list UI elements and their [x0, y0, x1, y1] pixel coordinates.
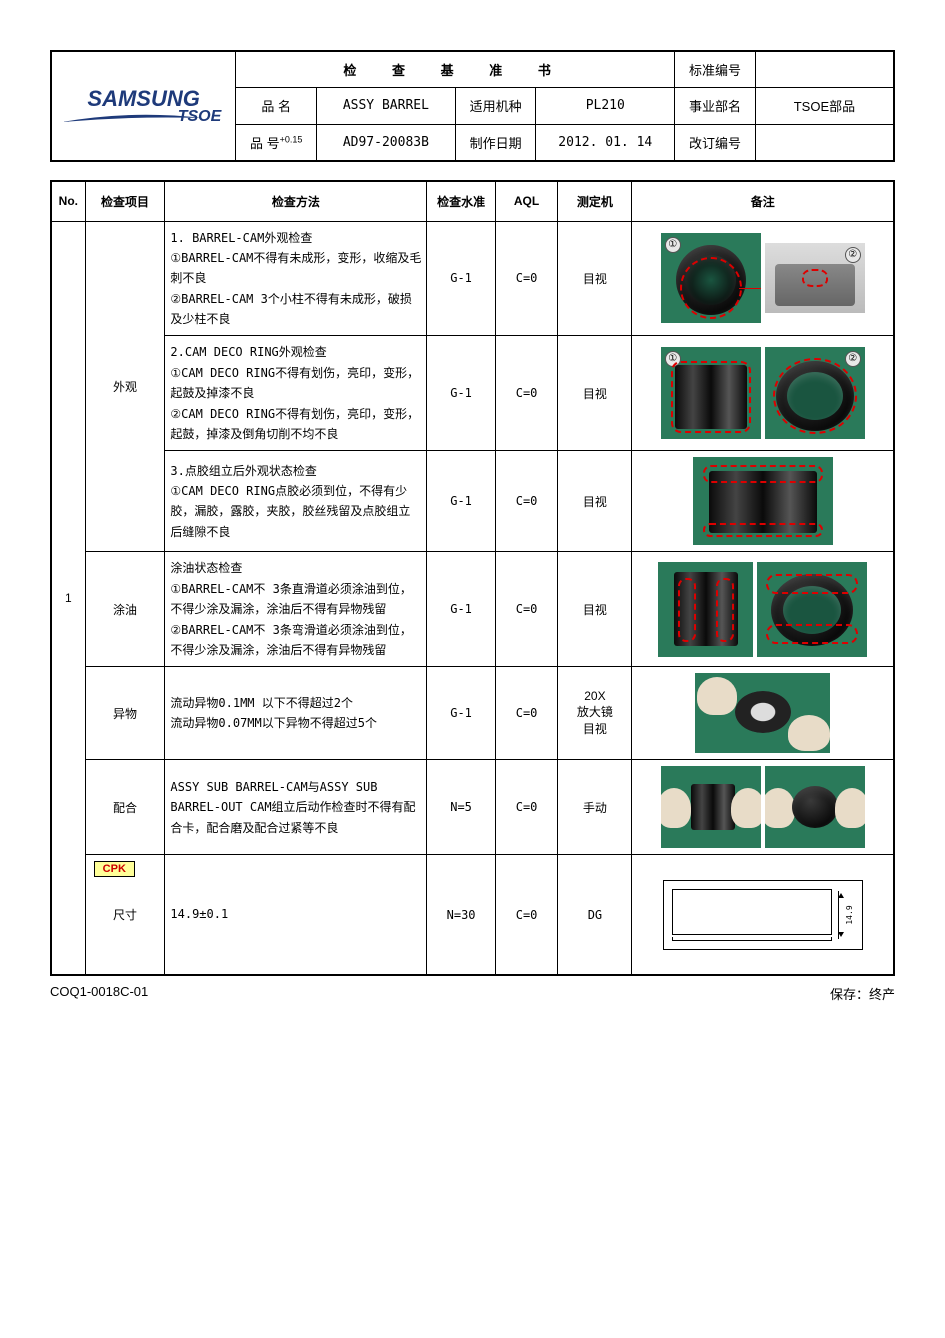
cell-level: G-1: [427, 451, 495, 552]
col-machine: 测定机: [558, 181, 632, 221]
cell-item: 异物: [85, 667, 165, 760]
logo-swoosh-icon: [62, 114, 202, 124]
annotation-2-icon: ②: [845, 351, 861, 367]
cell-aql: C=0: [495, 855, 558, 975]
cell-method: 14.9±0.1: [165, 855, 427, 975]
table-row: 2.CAM DECO RING外观检查①CAM DECO RING不得有划伤，亮…: [51, 336, 894, 451]
photo: [693, 457, 833, 545]
cell-remark: [632, 552, 894, 667]
photo: ①: [661, 347, 761, 439]
cell-remark: 14.9: [632, 855, 894, 975]
cell-machine: 20X放大镜目视: [558, 667, 632, 760]
cell-method: ASSY SUB BARREL-CAM与ASSY SUB BARREL-OUT …: [165, 760, 427, 855]
cell-remark: ① ②: [632, 336, 894, 451]
col-aql: AQL: [495, 181, 558, 221]
cell-remark: [632, 451, 894, 552]
photo: [765, 766, 865, 848]
table-row: 3.点胶组立后外观状态检查①CAM DECO RING点胶必须到位，不得有少胶，…: [51, 451, 894, 552]
cell-item: 涂油: [85, 552, 165, 667]
footer-doc-code: COQ1-0018C-01: [50, 984, 148, 1003]
annotation-1-icon: ①: [665, 237, 681, 253]
std-num: [755, 51, 894, 88]
cell-machine: 目视: [558, 552, 632, 667]
cell-machine: 目视: [558, 221, 632, 336]
cell-machine: 目视: [558, 336, 632, 451]
col-remark: 备注: [632, 181, 894, 221]
col-item: 检查项目: [85, 181, 165, 221]
cell-aql: C=0: [495, 451, 558, 552]
date-label: 制作日期: [455, 124, 536, 161]
logo-cell: SAMSUNG TSOE: [51, 51, 236, 161]
photo: [661, 766, 761, 848]
cell-machine: DG: [558, 855, 632, 975]
table-row: 1 外观 1. BARREL-CAM外观检查①BARREL-CAM不得有未成形，…: [51, 221, 894, 336]
table-row: CPK 尺寸 14.9±0.1 N=30 C=0 DG 14.9: [51, 855, 894, 975]
name-value: ASSY BARREL: [317, 88, 456, 124]
rev-label: 改订编号: [675, 124, 756, 161]
dept-value: TSOE部品: [755, 88, 894, 124]
cell-aql: C=0: [495, 667, 558, 760]
std-num-label: 标准编号: [675, 51, 756, 88]
footer: COQ1-0018C-01 保存：终产: [50, 984, 895, 1003]
table-row: 配合 ASSY SUB BARREL-CAM与ASSY SUB BARREL-O…: [51, 760, 894, 855]
cell-level: G-1: [427, 667, 495, 760]
cell-method: 流动异物0.1MM 以下不得超过2个流动异物0.07MM以下异物不得超过5个: [165, 667, 427, 760]
cell-remark: ① ②: [632, 221, 894, 336]
date-value: 2012. 01. 14: [536, 124, 675, 161]
cell-method: 2.CAM DECO RING外观检查①CAM DECO RING不得有划伤，亮…: [165, 336, 427, 451]
name-label: 品 名: [236, 88, 317, 124]
table-row: 异物 流动异物0.1MM 以下不得超过2个流动异物0.07MM以下异物不得超过5…: [51, 667, 894, 760]
cell-level: G-1: [427, 336, 495, 451]
dimension-drawing: 14.9: [663, 880, 863, 950]
model-label: 适用机种: [455, 88, 536, 124]
cell-no: 1: [51, 221, 85, 975]
cell-level: G-1: [427, 552, 495, 667]
cell-aql: C=0: [495, 221, 558, 336]
photo: [658, 562, 753, 657]
cell-method: 3.点胶组立后外观状态检查①CAM DECO RING点胶必须到位，不得有少胶，…: [165, 451, 427, 552]
photo: ①: [661, 233, 761, 323]
cell-level: G-1: [427, 221, 495, 336]
cell-item: CPK 尺寸: [85, 855, 165, 975]
cell-level: N=30: [427, 855, 495, 975]
photo: [757, 562, 867, 657]
photo: ②: [765, 243, 865, 313]
cell-item: 外观: [85, 221, 165, 552]
table-header-row: No. 检查项目 检查方法 检查水准 AQL 测定机 备注: [51, 181, 894, 221]
cell-aql: C=0: [495, 760, 558, 855]
item-text: 尺寸: [113, 908, 137, 922]
rev-value: [755, 124, 894, 161]
cell-remark: [632, 760, 894, 855]
partno-sup: +0.15: [280, 134, 303, 144]
partno-label: 品 号+0.15: [236, 124, 317, 161]
col-level: 检查水准: [427, 181, 495, 221]
cell-aql: C=0: [495, 552, 558, 667]
col-no: No.: [51, 181, 85, 221]
annotation-2-icon: ②: [845, 247, 861, 263]
footer-retention: 保存：终产: [830, 984, 895, 1003]
photo: [695, 673, 830, 753]
cell-method: 涂油状态检查①BARREL-CAM不 3条直滑道必须涂油到位，不得少涂及漏涂，涂…: [165, 552, 427, 667]
cell-item: 配合: [85, 760, 165, 855]
partno-value: AD97-20083B: [317, 124, 456, 161]
inspection-table: No. 检查项目 检查方法 检查水准 AQL 测定机 备注 1 外观 1. BA…: [50, 180, 895, 976]
photo: ②: [765, 347, 865, 439]
cell-machine: 手动: [558, 760, 632, 855]
cell-aql: C=0: [495, 336, 558, 451]
partno-label-text: 品 号: [250, 136, 280, 151]
dept-label: 事业部名: [675, 88, 756, 124]
cell-machine: 目视: [558, 451, 632, 552]
cpk-badge: CPK: [94, 861, 135, 877]
cell-remark: [632, 667, 894, 760]
table-row: 涂油 涂油状态检查①BARREL-CAM不 3条直滑道必须涂油到位，不得少涂及漏…: [51, 552, 894, 667]
cell-method: 1. BARREL-CAM外观检查①BARREL-CAM不得有未成形，变形，收缩…: [165, 221, 427, 336]
model-value: PL210: [536, 88, 675, 124]
header-table: SAMSUNG TSOE 检 查 基 准 书 标准编号 品 名 ASSY BAR…: [50, 50, 895, 162]
col-method: 检查方法: [165, 181, 427, 221]
doc-title: 检 查 基 准 书: [236, 51, 675, 88]
cell-level: N=5: [427, 760, 495, 855]
